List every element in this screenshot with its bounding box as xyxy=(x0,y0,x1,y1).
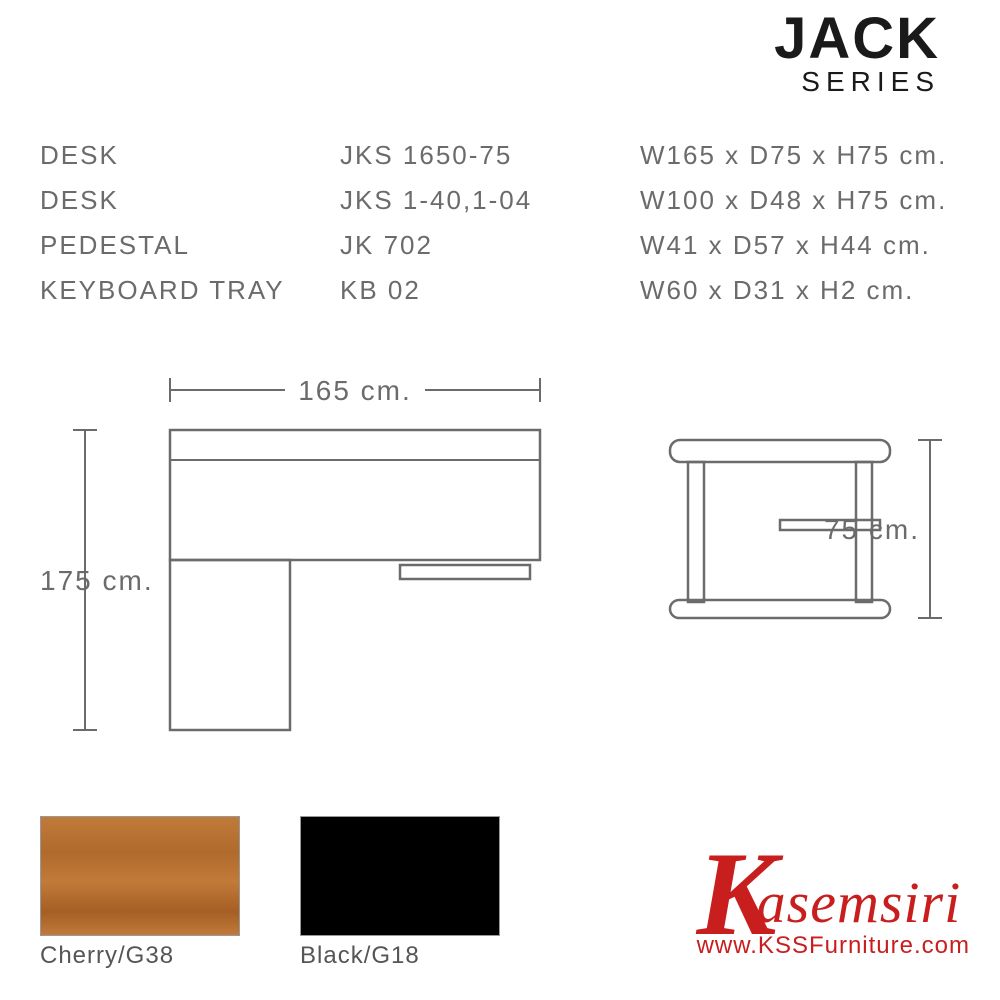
series-header: JACK SERIES xyxy=(774,10,940,98)
spec-dims: W165 x D75 x H75 cm. xyxy=(640,140,960,171)
spec-code: KB 02 xyxy=(340,275,640,306)
spec-name: PEDESTAL xyxy=(40,230,340,261)
swatch-label: Black/G18 xyxy=(300,942,500,970)
spec-dims: W41 x D57 x H44 cm. xyxy=(640,230,960,261)
brand-name: Kasemsiri xyxy=(697,852,970,936)
spec-table: DESK JKS 1650-75 W165 x D75 x H75 cm. DE… xyxy=(40,140,960,320)
brand-rest: asemsiri xyxy=(757,869,962,936)
spec-row: DESK JKS 1-40,1-04 W100 x D48 x H75 cm. xyxy=(40,185,960,216)
dimension-diagram: 165 cm. 175 cm. 75 cm. xyxy=(30,370,970,770)
swatch-black xyxy=(300,816,500,936)
svg-text:175 cm.: 175 cm. xyxy=(40,565,154,596)
svg-text:75 cm.: 75 cm. xyxy=(824,514,920,545)
spec-row: DESK JKS 1650-75 W165 x D75 x H75 cm. xyxy=(40,140,960,171)
brand-logo: Kasemsiri www.KSSFurniture.com xyxy=(697,852,970,960)
spec-row: KEYBOARD TRAY KB 02 W60 x D31 x H2 cm. xyxy=(40,275,960,306)
spec-row: PEDESTAL JK 702 W41 x D57 x H44 cm. xyxy=(40,230,960,261)
spec-name: DESK xyxy=(40,140,340,171)
spec-code: JKS 1650-75 xyxy=(340,140,640,171)
spec-dims: W60 x D31 x H2 cm. xyxy=(640,275,960,306)
swatch-label: Cherry/G38 xyxy=(40,942,240,970)
swatch-cherry xyxy=(40,816,240,936)
spec-dims: W100 x D48 x H75 cm. xyxy=(640,185,960,216)
spec-name: KEYBOARD TRAY xyxy=(40,275,340,306)
spec-code: JK 702 xyxy=(340,230,640,261)
swatch-block: Cherry/G38 xyxy=(40,816,240,970)
spec-name: DESK xyxy=(40,185,340,216)
brand-url: www.KSSFurniture.com xyxy=(697,932,970,960)
swatch-block: Black/G18 xyxy=(300,816,500,970)
spec-code: JKS 1-40,1-04 xyxy=(340,185,640,216)
series-title: JACK xyxy=(774,10,940,68)
svg-text:165 cm.: 165 cm. xyxy=(298,375,412,406)
color-swatches: Cherry/G38 Black/G18 xyxy=(40,816,500,970)
